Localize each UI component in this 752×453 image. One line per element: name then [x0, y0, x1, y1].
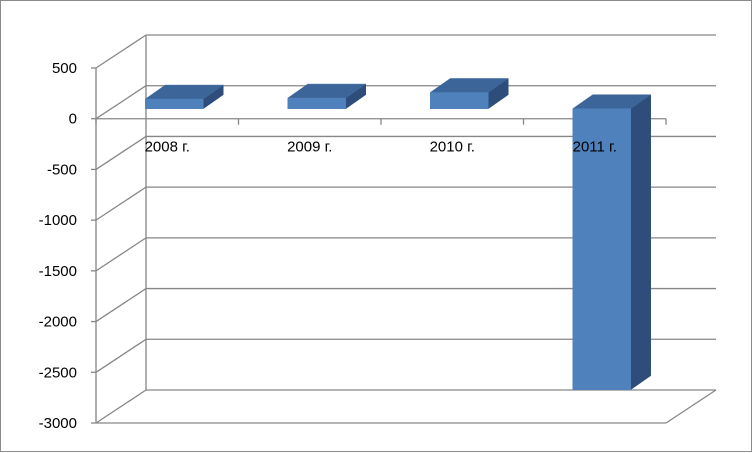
value-axis-label: -1500 [39, 263, 77, 280]
category-label: 2009 г. [287, 139, 332, 156]
category-label: 2008 г. [145, 139, 190, 156]
bar [145, 98, 204, 109]
bar [572, 108, 631, 390]
value-axis-label: -2500 [39, 364, 77, 381]
bar-side-face [630, 94, 651, 391]
category-label: 2011 г. [573, 139, 617, 156]
bar [430, 92, 489, 109]
value-axis-label: 500 [52, 60, 77, 77]
value-axis-label: -500 [47, 161, 77, 178]
gridline-diagonal [95, 338, 147, 373]
bar [287, 97, 346, 109]
gridline-diagonal [95, 186, 147, 221]
value-axis-label: -2000 [39, 314, 77, 331]
gridline-diagonal [95, 237, 147, 272]
gridline-diagonal [95, 389, 147, 424]
gridline-diagonal [95, 34, 147, 69]
floor-right-edge [665, 389, 717, 424]
gridline-diagonal [95, 135, 147, 170]
value-axis-label: 0 [69, 111, 77, 128]
value-axis-label: -3000 [39, 415, 77, 432]
gridline-diagonal [95, 288, 147, 323]
category-label: 2010 г. [430, 139, 475, 156]
gridline-diagonal [95, 85, 147, 120]
value-axis-label: -1000 [39, 212, 77, 229]
